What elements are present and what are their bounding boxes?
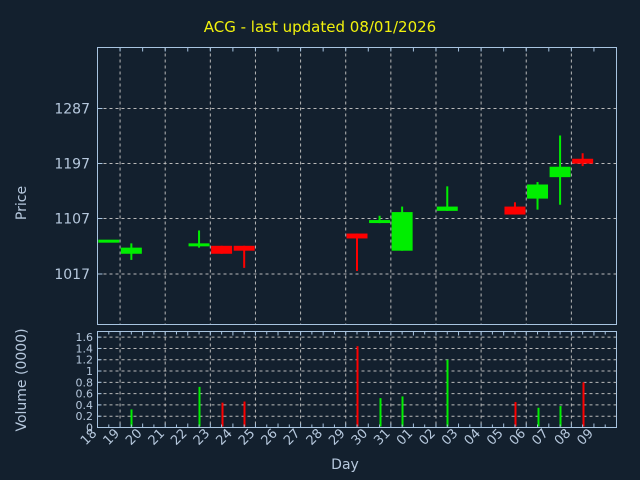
price-tick-label: 1017 [54,267,90,283]
candle-body [98,239,120,243]
volume-tick-label: 0.6 [76,388,94,401]
volume-axis-label: Volume (0000) [14,328,30,431]
price-gridlines [97,108,617,275]
candlestick [572,153,594,167]
price-tick-labels: 1287 1197 1107 1017 [54,102,90,284]
candlestick [120,243,142,260]
volume-tick-labels: 1.61.41.210.80.60.40.20 [76,331,94,434]
volume-tick-label: 1.2 [76,354,94,367]
price-tick-label: 1287 [54,102,90,118]
candlestick [211,245,233,254]
volume-tick-label: 1 [86,365,93,378]
volume-tick-label: 0.4 [76,399,94,412]
price-axis-label: Price [14,186,30,220]
candlestick [188,230,210,248]
price-panel-frame [97,47,617,325]
candle-body [211,245,233,254]
candlestick [436,186,458,211]
candle-body [504,206,526,215]
candlestick [504,202,526,215]
candle-body [120,247,142,254]
volume-tick-label: 0.2 [76,410,94,423]
volume-tick-label: 1.4 [76,342,94,355]
volume-tick-label: 0 [86,422,93,435]
candle-body [346,233,368,239]
candle-body [369,220,391,224]
candlestick [98,239,120,243]
candle-body [549,166,571,178]
x-axis-tickmarks [97,47,606,428]
candlestick-series [98,135,594,271]
price-tick-label: 1197 [54,157,90,173]
candle-body [188,243,210,247]
candle-body [527,184,549,199]
candlestick [391,206,413,251]
candlestick [346,233,368,271]
candle-body [572,158,594,164]
candle-body [436,206,458,211]
day-axis-label: Day [331,457,359,473]
volume-tick-label: 1.6 [76,331,94,344]
price-tickmarks [97,108,103,275]
chart-title: ACG - last updated 08/01/2026 [204,18,436,36]
volume-vertical-gridlines [119,331,572,428]
price-tick-label: 1107 [54,212,90,228]
candlestick [549,135,571,205]
volume-tickmarks [97,336,102,428]
candlestick [369,215,391,224]
volume-tick-label: 0.8 [76,376,94,389]
x-axis-tick-labels: 18 19 20 21 22 23 24 25 26 27 28 29 30 31 01 02 03 04 05 06… [78,426,597,448]
price-vertical-gridlines [119,47,572,325]
candle-body [233,245,255,251]
candlestick [233,245,255,268]
volume-bar-series [130,346,585,427]
candle-body [391,212,413,251]
candlestick [527,182,549,210]
